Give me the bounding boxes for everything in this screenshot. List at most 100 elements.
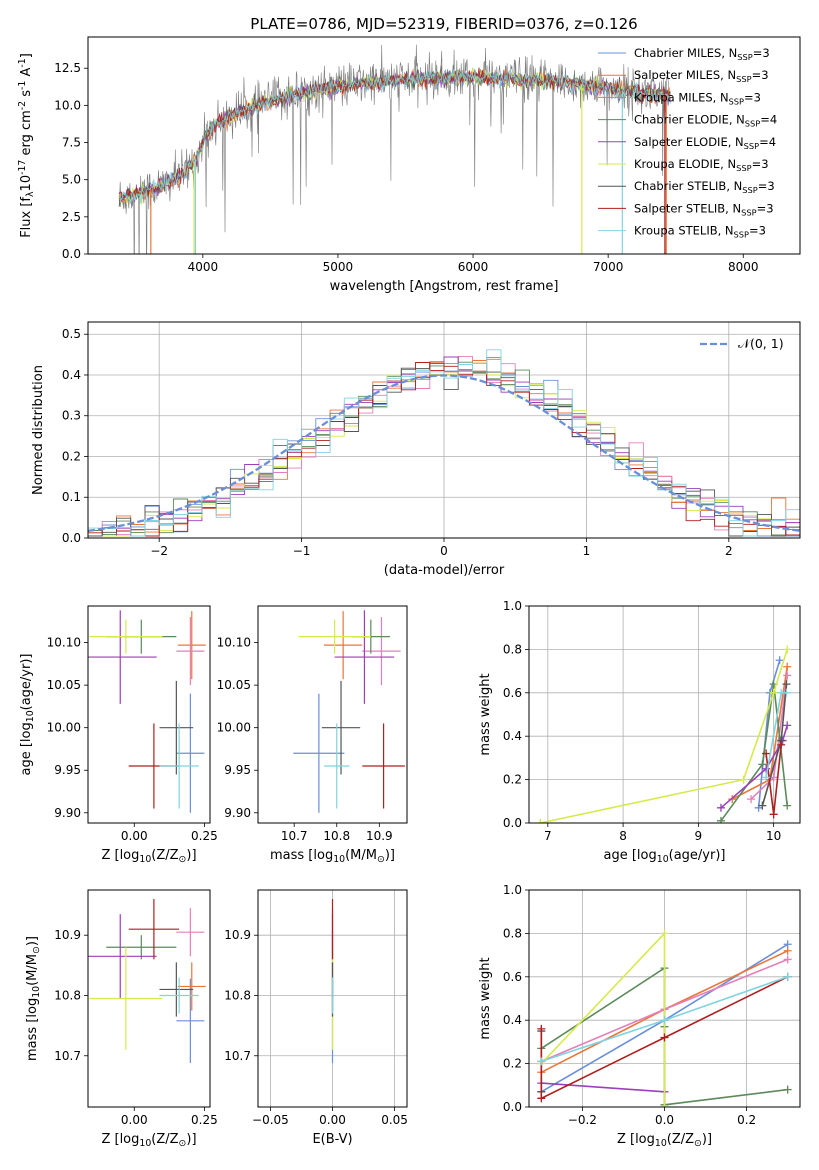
x-tick-label: 8000 bbox=[728, 260, 759, 274]
normal-reference-curve bbox=[88, 374, 800, 533]
weight-series-line bbox=[541, 1082, 665, 1093]
weight-marker bbox=[537, 1057, 546, 1066]
weight-marker bbox=[716, 816, 725, 823]
y-tick-label: 5.0 bbox=[62, 173, 81, 187]
x-axis-label: (data-model)/error bbox=[384, 563, 505, 578]
y-tick-label: 10.10 bbox=[217, 636, 251, 650]
weight-marker bbox=[758, 760, 767, 769]
y-tick-label: 12.5 bbox=[54, 61, 81, 75]
x-tick-label: 6000 bbox=[458, 260, 489, 274]
y-tick-label: 0.6 bbox=[503, 686, 522, 700]
weight-marker bbox=[728, 795, 737, 804]
axes-frame bbox=[257, 889, 408, 1108]
weight-marker bbox=[762, 773, 771, 782]
x-axis-label: Z [log10(Z/Z⊙)] bbox=[617, 1132, 712, 1149]
y-tick-label: 2.5 bbox=[62, 210, 81, 224]
weight-marker bbox=[782, 688, 791, 697]
y-tick-label: 0.2 bbox=[503, 1057, 522, 1071]
error-bar-point bbox=[321, 680, 361, 775]
weight-marker bbox=[716, 803, 725, 812]
legend-label: Salpeter STELIB, NSSP=3 bbox=[634, 201, 774, 217]
error-bar-point bbox=[323, 611, 363, 680]
weight-marker bbox=[783, 671, 792, 680]
page-title: PLATE=0786, MJD=52319, FIBERID=0376, z=0… bbox=[250, 15, 637, 33]
y-tick-label: 0.5 bbox=[62, 327, 81, 341]
y-axis-label: Flux [fλ10-17 erg cm-2 s-1 A-1] bbox=[17, 53, 36, 238]
y-tick-label: 10.00 bbox=[47, 721, 81, 735]
y-tick-label: 9.95 bbox=[54, 763, 81, 777]
y-tick-label: 10.9 bbox=[224, 928, 251, 942]
x-tick-label: −1 bbox=[293, 544, 311, 558]
axes-frame bbox=[87, 889, 211, 1108]
axes-frame bbox=[87, 605, 211, 824]
age-vs-metallicity-panel: 0.00 0.25 9.90 9.95 10.00 10.05 10.10 Z [log10(… bbox=[19, 605, 218, 865]
x-tick-label: 2 bbox=[725, 544, 733, 558]
weight-marker bbox=[739, 775, 748, 784]
y-tick-label: 10.8 bbox=[54, 988, 81, 1002]
spectrum-lines bbox=[118, 44, 671, 254]
error-bar-point bbox=[334, 610, 395, 704]
model-spectrum-line bbox=[118, 69, 671, 204]
legend-label: Chabrier MILES, NSSP=3 bbox=[634, 46, 770, 62]
x-tick-label: 4000 bbox=[188, 260, 219, 274]
legend-label: Kroupa MILES, NSSP=3 bbox=[634, 90, 761, 106]
histograms bbox=[88, 349, 800, 537]
error-bar-point bbox=[176, 693, 205, 813]
weight-marker bbox=[783, 662, 792, 671]
y-tick-label: 0.4 bbox=[503, 729, 522, 743]
model-spectrum-line bbox=[118, 71, 671, 203]
y-axis-label: Normed distribution bbox=[31, 365, 46, 495]
weight-lines bbox=[536, 645, 792, 823]
x-tick-label: 10.7 bbox=[281, 829, 308, 843]
x-axis-label: mass [log10(M/M⊙)] bbox=[270, 848, 395, 865]
error-bar-point bbox=[88, 610, 157, 704]
y-tick-label: 10.8 bbox=[224, 988, 251, 1002]
weight-marker bbox=[660, 1103, 669, 1107]
y-tick-label: 10.05 bbox=[47, 678, 81, 692]
error-bar-point bbox=[293, 693, 345, 813]
x-tick-label: 0.00 bbox=[319, 1113, 346, 1127]
x-tick-label: 0 bbox=[440, 544, 448, 558]
weight-marker bbox=[783, 721, 792, 730]
weight-marker bbox=[782, 680, 791, 689]
y-tick-label: 10.7 bbox=[224, 1049, 251, 1063]
x-tick-label: 9 bbox=[695, 829, 703, 843]
weight-marker bbox=[660, 1016, 669, 1025]
x-axis-label: wavelength [Angstrom, rest frame] bbox=[330, 279, 559, 294]
error-bar-point bbox=[159, 962, 194, 1017]
x-tick-label: 7000 bbox=[593, 260, 624, 274]
x-tick-label: −0.05 bbox=[252, 1113, 289, 1127]
y-tick-label: 0.8 bbox=[503, 642, 522, 656]
weight-marker bbox=[536, 819, 545, 823]
y-tick-label: 9.90 bbox=[54, 806, 81, 820]
weight-marker bbox=[747, 795, 756, 804]
weight-marker bbox=[758, 801, 767, 810]
error-bar-point bbox=[159, 723, 199, 809]
axes-frame bbox=[87, 36, 801, 255]
error-bar-point bbox=[298, 619, 371, 654]
x-tick-label: 0.05 bbox=[381, 1113, 408, 1127]
axes-frame bbox=[528, 605, 801, 824]
y-tick-label: 0.8 bbox=[503, 926, 522, 940]
spectrum-panel: 4000 5000 6000 7000 8000 0.0 2.5 5.0 7.5 10.0 12.5… bbox=[17, 36, 801, 294]
error-bar-point bbox=[176, 978, 205, 1063]
axes-frame bbox=[257, 605, 408, 824]
error-bar-point bbox=[128, 899, 180, 960]
y-axis-label: mass weight bbox=[478, 673, 493, 755]
legend-label: Kroupa STELIB, NSSP=3 bbox=[634, 224, 766, 240]
weight-marker bbox=[783, 946, 792, 955]
y-tick-label: 9.95 bbox=[224, 763, 251, 777]
error-bar-point bbox=[159, 680, 194, 775]
weight-marker bbox=[762, 749, 771, 758]
y-tick-label: 9.90 bbox=[224, 806, 251, 820]
x-tick-label: 0.00 bbox=[121, 1113, 148, 1127]
y-tick-label: 0.3 bbox=[62, 409, 81, 423]
y-tick-label: 10.0 bbox=[54, 98, 81, 112]
weight-marker bbox=[660, 1033, 669, 1042]
y-tick-label: 10.10 bbox=[47, 636, 81, 650]
y-tick-label: 10.00 bbox=[217, 721, 251, 735]
weight-marker bbox=[537, 1024, 546, 1033]
y-axis-label: age [log10(age/yr)] bbox=[19, 654, 36, 776]
error-bar-point bbox=[176, 908, 205, 957]
